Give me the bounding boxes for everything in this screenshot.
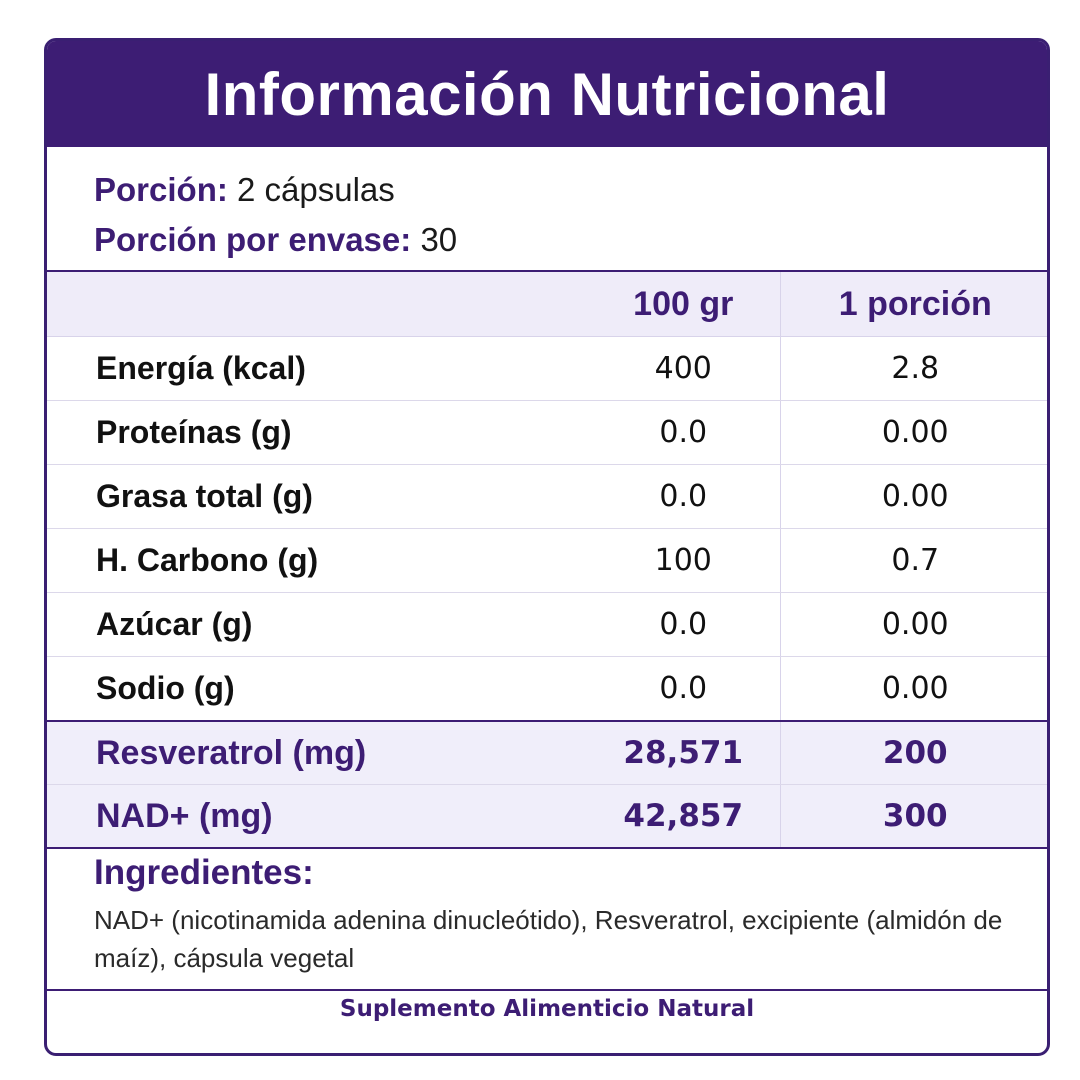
divider [47, 270, 1047, 272]
header-nutrient [47, 272, 587, 337]
table-row: Azúcar (g) 0.0 0.00 [47, 592, 1047, 657]
nutrient-name: Resveratrol (mg) [47, 720, 587, 785]
value-per-100g: 42,857 [587, 784, 780, 849]
serving-info: Porción: 2 cápsulas Porción por envase: … [94, 165, 457, 265]
portion-line: Porción: 2 cápsulas [94, 165, 457, 215]
page-title: Información Nutricional [204, 60, 890, 128]
value-per-100g: 400 [587, 336, 780, 401]
per-container-line: Porción por envase: 30 [94, 215, 457, 265]
value-per-serving: 0.7 [779, 528, 1047, 593]
nutrition-facts-panel: Información Nutricional Porción: 2 cápsu… [44, 38, 1050, 1056]
value-per-100g: 0.0 [587, 656, 780, 722]
per-container-label: Porción por envase: [94, 221, 412, 258]
nutrient-name: Sodio (g) [47, 656, 587, 722]
table-row: Grasa total (g) 0.0 0.00 [47, 464, 1047, 529]
value-per-serving: 0.00 [779, 592, 1047, 657]
nutrition-table: 100 gr 1 porción Energía (kcal) 400 2.8 … [47, 272, 1047, 849]
table-row: Sodio (g) 0.0 0.00 [47, 656, 1047, 722]
ingredients-heading: Ingredientes: [94, 853, 314, 892]
table-row: Energía (kcal) 400 2.8 [47, 336, 1047, 401]
value-per-serving: 200 [779, 720, 1047, 785]
value-per-100g: 0.0 [587, 592, 780, 657]
portion-label: Porción: [94, 171, 228, 208]
value-per-100g: 0.0 [587, 464, 780, 529]
value-per-100g: 28,571 [587, 720, 780, 785]
value-per-serving: 0.00 [779, 464, 1047, 529]
table-row: H. Carbono (g) 100 0.7 [47, 528, 1047, 593]
table-header-row: 100 gr 1 porción [47, 272, 1047, 337]
value-per-serving: 300 [779, 784, 1047, 849]
nutrient-name: Energía (kcal) [47, 336, 587, 401]
ingredients-text: NAD+ (nicotinamida adenina dinucleótido)… [94, 905, 1003, 973]
value-per-serving: 0.00 [779, 400, 1047, 465]
portion-value: 2 cápsulas [237, 171, 395, 208]
ingredients-section: Ingredientes: NAD+ (nicotinamida adenina… [94, 853, 1014, 977]
value-per-serving: 0.00 [779, 656, 1047, 722]
value-per-100g: 100 [587, 528, 780, 593]
per-container-value: 30 [420, 221, 458, 258]
divider [47, 989, 1047, 991]
highlight-row: Resveratrol (mg) 28,571 200 [47, 720, 1047, 785]
footer-text: Suplemento Alimenticio Natural [339, 996, 755, 1022]
header-per-100g: 100 gr [587, 272, 780, 337]
nutrient-name: Proteínas (g) [47, 400, 587, 465]
value-per-serving: 2.8 [779, 336, 1047, 401]
highlight-row: NAD+ (mg) 42,857 300 [47, 784, 1047, 849]
nutrient-name: Grasa total (g) [47, 464, 587, 529]
header-bar: Información Nutricional [47, 41, 1047, 147]
nutrient-name: NAD+ (mg) [47, 784, 587, 849]
table-row: Proteínas (g) 0.0 0.00 [47, 400, 1047, 465]
nutrient-name: Azúcar (g) [47, 592, 587, 657]
nutrient-name: H. Carbono (g) [47, 528, 587, 593]
header-per-serving: 1 porción [779, 272, 1047, 337]
value-per-100g: 0.0 [587, 400, 780, 465]
